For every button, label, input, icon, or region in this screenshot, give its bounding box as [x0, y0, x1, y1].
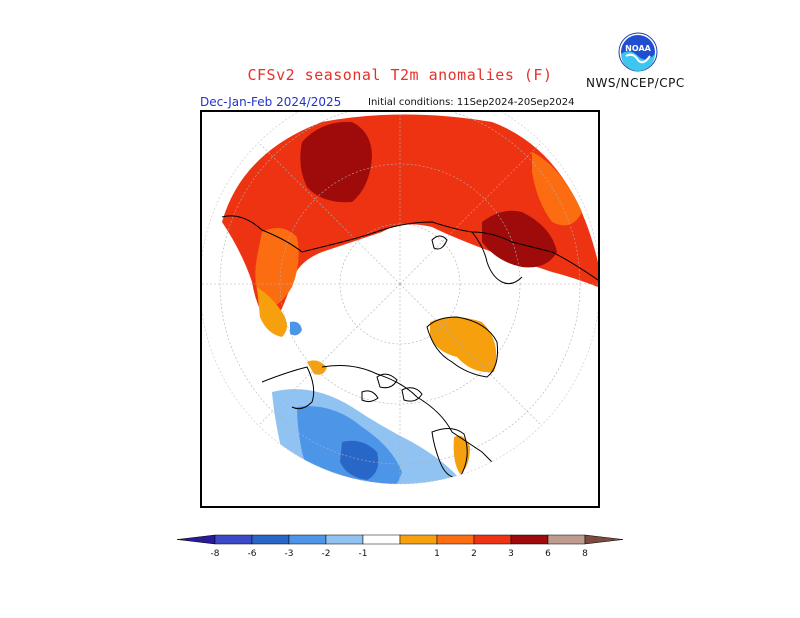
legend-swatch: [362, 534, 401, 545]
legend-tick-label: 3: [508, 549, 514, 559]
legend-swatch: [436, 534, 475, 545]
anomaly-region-1-2-west: [257, 287, 287, 337]
legend-swatch: [473, 534, 512, 545]
legend-tick-label: -1: [359, 549, 368, 559]
legend-swatch-right-arrow: [584, 534, 624, 545]
coastline-novaya-zemlya: [431, 235, 448, 250]
coastline-canada: [321, 365, 523, 484]
noaa-logo: NOAA: [618, 32, 658, 72]
legend-swatch: [251, 534, 290, 545]
anomaly-region-1-2-alaska: [307, 360, 327, 375]
svg-text:NOAA: NOAA: [625, 44, 651, 53]
legend-tick-label: -8: [211, 549, 220, 559]
legend-tick-label: -6: [248, 549, 257, 559]
coastline-arctic-islands: [361, 373, 423, 403]
anomaly-region-3-6-east: [482, 210, 557, 268]
legend-swatch: [399, 534, 438, 545]
map-panel: [200, 110, 600, 508]
legend-swatch-left-arrow: [176, 534, 216, 545]
anomaly-region-neg-3-6: [340, 440, 379, 480]
coastline-alaska: [261, 366, 315, 410]
legend-tick-label: 2: [471, 549, 477, 559]
legend-swatch: [325, 534, 364, 545]
color-legend: -8 -6 -3 -2 -1 1 2 3 6 8: [176, 534, 624, 559]
legend-tick-label: -3: [285, 549, 294, 559]
coastline-eurasia: [221, 215, 598, 281]
legend-tick-label: 6: [545, 549, 551, 559]
organization-label: NWS/NCEP/CPC: [586, 76, 685, 90]
legend-tick-label: -2: [322, 549, 331, 559]
title: CFSv2 seasonal T2m anomalies (F): [247, 66, 553, 84]
anomaly-region-1-2-canada: [430, 317, 497, 373]
legend-swatch: [510, 534, 549, 545]
coastline-greenland: [426, 316, 498, 378]
legend-tick-label: 8: [582, 549, 588, 559]
legend-swatch: [214, 534, 253, 545]
coastline-scandinavia: [471, 231, 523, 285]
anomaly-region-3-6: [300, 121, 372, 203]
initial-conditions-label: Initial conditions: 11Sep2024-20Sep2024: [366, 97, 577, 108]
legend-swatch: [547, 534, 586, 545]
legend-tick-label: 1: [434, 549, 440, 559]
legend-swatch: [288, 534, 327, 545]
polar-map: [202, 112, 598, 485]
anomaly-region-neg-small: [290, 321, 302, 336]
period-label: Dec-Jan-Feb 2024/2025: [200, 95, 342, 109]
anomaly-region-2-3-west: [255, 228, 299, 308]
anomaly-region-2-3-ne: [532, 152, 582, 226]
